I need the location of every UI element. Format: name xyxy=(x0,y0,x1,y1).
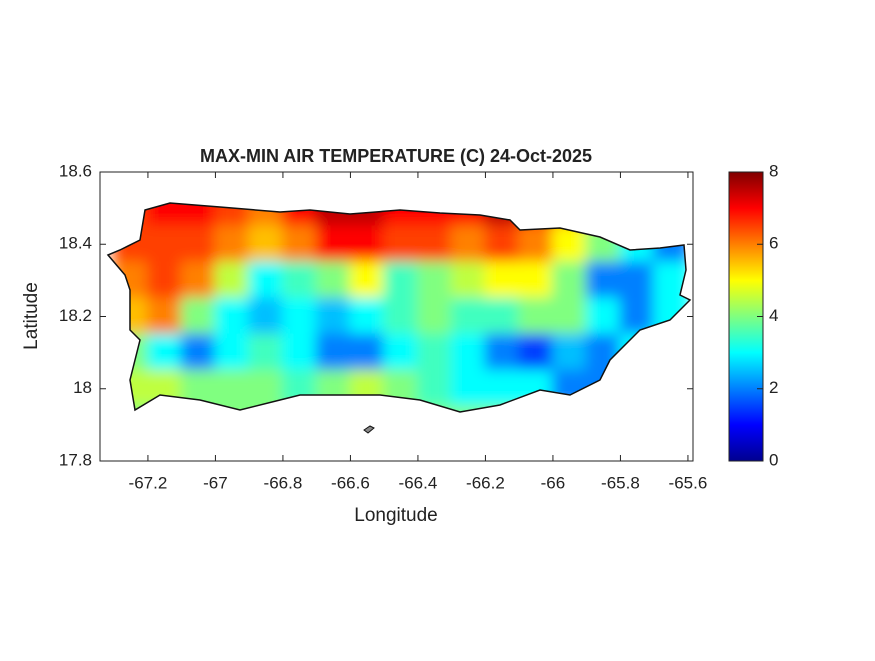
heat-cell xyxy=(248,333,284,372)
heat-cell xyxy=(146,261,183,300)
heat-cell xyxy=(180,203,217,228)
heat-cell xyxy=(146,333,183,372)
heat-cell xyxy=(383,261,419,300)
x-tick-label: -67.2 xyxy=(129,473,168,492)
heat-cell xyxy=(450,369,487,408)
heat-cell xyxy=(315,261,352,300)
heat-cell xyxy=(349,261,386,300)
heat-cell xyxy=(484,225,521,264)
heat-cell xyxy=(585,297,622,336)
heat-cell xyxy=(281,297,318,336)
heat-cell xyxy=(518,261,554,300)
y-tick-label: 18.2 xyxy=(59,306,92,325)
heat-cell xyxy=(248,225,284,264)
heat-cell xyxy=(146,225,183,264)
heat-cell xyxy=(214,225,251,264)
heat-cell xyxy=(551,333,588,372)
heat-cell xyxy=(450,261,487,300)
x-tick-label: -66.2 xyxy=(466,473,505,492)
heat-cell xyxy=(585,261,622,300)
heat-cell xyxy=(180,297,217,336)
heat-cell xyxy=(551,297,588,336)
heat-cell xyxy=(180,225,217,264)
x-tick-label: -67 xyxy=(203,473,228,492)
x-tick-label: -65.6 xyxy=(669,473,708,492)
heat-cell xyxy=(315,333,352,372)
heat-cell xyxy=(383,297,419,336)
x-axis-label: Longitude xyxy=(354,505,437,526)
x-tick-label: -66 xyxy=(541,473,566,492)
heat-cell xyxy=(214,369,251,408)
colorbar-tick-label: 0 xyxy=(769,450,778,469)
heat-cell xyxy=(214,333,251,372)
heat-cell xyxy=(349,333,386,372)
heat-cell xyxy=(349,225,386,264)
coastline xyxy=(106,202,692,413)
x-tick-label: -66.4 xyxy=(399,473,438,492)
heat-cell xyxy=(281,333,318,372)
y-tick-label: 18 xyxy=(73,378,92,397)
heat-cell xyxy=(214,297,251,336)
heat-cell xyxy=(146,297,183,336)
chart-title: MAX-MIN AIR TEMPERATURE (C) 24-Oct-2025 xyxy=(200,146,592,166)
heat-cell xyxy=(349,297,386,336)
heat-cell xyxy=(416,225,453,264)
heat-cell xyxy=(383,333,419,372)
heat-cell xyxy=(281,225,318,264)
heat-cell xyxy=(180,261,217,300)
heat-cell xyxy=(619,261,656,300)
heat-cell xyxy=(518,297,554,336)
heat-cell xyxy=(450,405,487,412)
heat-cell xyxy=(248,297,284,336)
heat-cell xyxy=(416,333,453,372)
heat-cell xyxy=(416,261,453,300)
heat-cell xyxy=(484,297,521,336)
x-tick-label: -66.8 xyxy=(264,473,303,492)
x-tick-label: -66.6 xyxy=(331,473,370,492)
colorbar-tick-label: 4 xyxy=(769,306,778,325)
y-axis-label: Latitude xyxy=(21,282,42,350)
heat-cell xyxy=(383,225,419,264)
heat-cell xyxy=(214,261,251,300)
heat-cell xyxy=(450,297,487,336)
y-tick-label: 18.6 xyxy=(59,161,92,180)
heat-cell xyxy=(281,261,318,300)
colorbar-tick-label: 6 xyxy=(769,234,778,253)
x-tick-label: -65.8 xyxy=(601,473,640,492)
heat-cell xyxy=(248,261,284,300)
islet xyxy=(363,425,375,434)
heat-cell xyxy=(450,333,487,372)
heat-cell xyxy=(484,261,521,300)
heat-cell xyxy=(518,225,554,264)
heat-cell xyxy=(450,225,487,264)
heat-cell xyxy=(518,333,554,372)
heat-cell xyxy=(416,297,453,336)
y-tick-label: 17.8 xyxy=(59,450,92,469)
heat-cell xyxy=(180,333,217,372)
colorbar-tick-label: 8 xyxy=(769,161,778,180)
heat-cell xyxy=(551,261,588,300)
heat-cell xyxy=(315,225,352,264)
heat-cell xyxy=(315,297,352,336)
y-tick-label: 18.4 xyxy=(59,234,92,253)
heat-cell xyxy=(484,333,521,372)
colorbar-tick-label: 2 xyxy=(769,378,778,397)
